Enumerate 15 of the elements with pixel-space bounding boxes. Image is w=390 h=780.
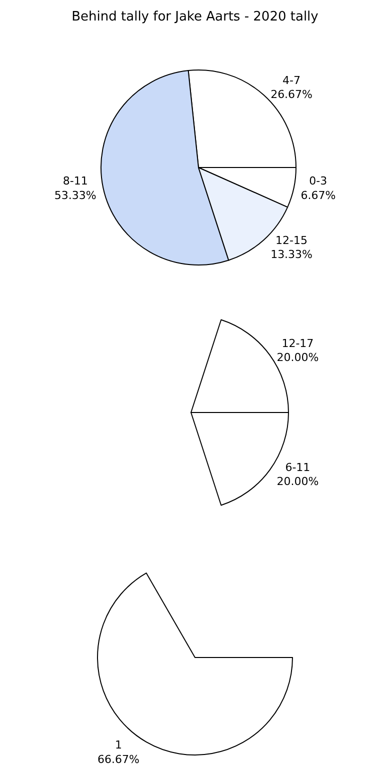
chart-title: Behind tally for Jake Aarts - 2020 tally — [72, 10, 319, 25]
slice-label: 8-11 — [62, 174, 88, 188]
data-label: 66.67% — [97, 752, 140, 766]
slice-label: 12-15 — [276, 234, 308, 247]
data-label: 13.33% — [270, 248, 313, 262]
data-label: 53.33% — [54, 189, 96, 202]
slice-label: 0-3 — [309, 174, 328, 188]
data-label: 20.00% — [276, 475, 319, 488]
slice-label: 6-11 — [285, 460, 310, 474]
data-label: 26.67% — [270, 88, 313, 102]
data-label: 6.67% — [300, 189, 336, 202]
slice-label: 4-7 — [282, 74, 301, 87]
slice-label: 1 — [114, 738, 122, 752]
slice-label: 12-17 — [282, 336, 314, 350]
data-label: 20.00% — [276, 351, 319, 364]
